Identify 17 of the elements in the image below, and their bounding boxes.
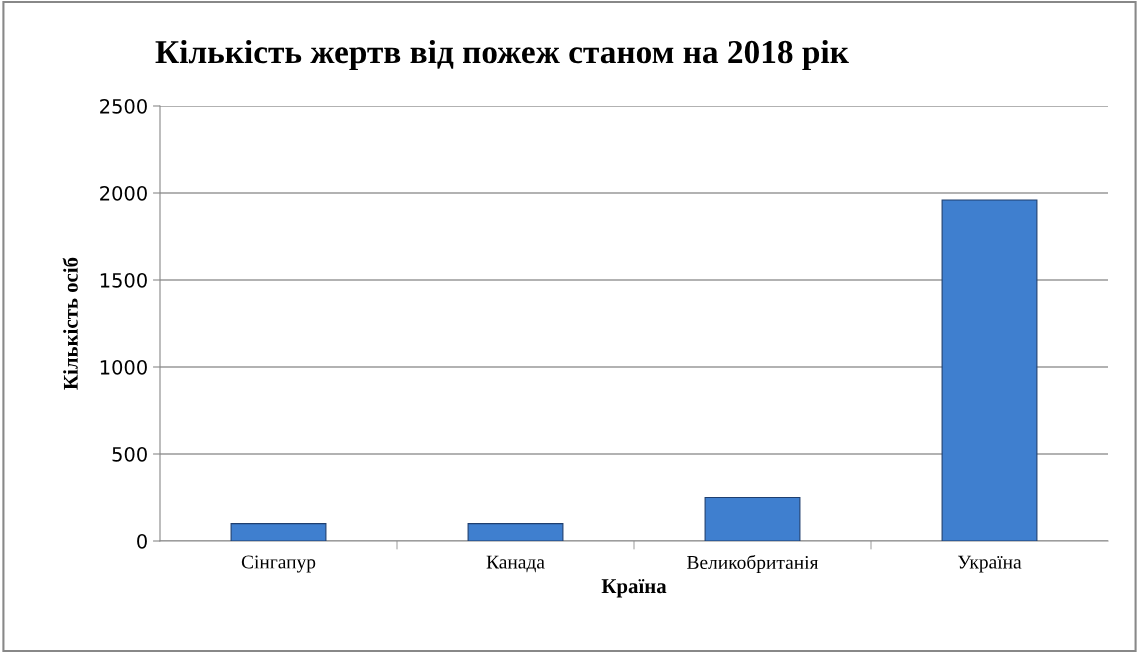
y-tick-label: 1000 [100,359,147,375]
y-tick-label: 0 [137,533,147,549]
x-tick-label: Великобританія [687,554,819,573]
y-axis-title: Кількість осіб [62,257,78,390]
bar [230,523,327,541]
x-tick-label: Україна [957,555,1022,573]
bar [704,496,801,541]
bar [467,523,564,541]
bar [941,199,1038,541]
x-tick-label: Сінгапур [241,555,316,573]
chart-title: Кількість жертв від пожеж станом на 2018 рік [155,39,849,71]
y-tick-label: 1500 [100,272,147,288]
y-tick-label: 2500 [100,98,147,114]
y-tick-label: 2000 [100,185,147,201]
x-axis-title: Країна [601,579,667,598]
x-tick-label: Канада [486,555,545,573]
y-tick-label: 500 [112,446,147,462]
